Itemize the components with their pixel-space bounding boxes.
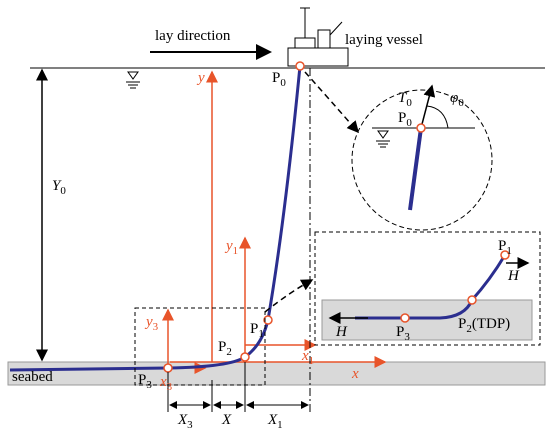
detail-p0-label-sub: 0 (406, 117, 412, 129)
detail-p1-label-sub: 1 (506, 245, 512, 257)
dim-x: X (221, 412, 232, 428)
vessel (288, 8, 348, 66)
y3-label-base: y (144, 314, 153, 330)
p2-label: P2 (218, 339, 232, 358)
p0-label-sub: 0 (280, 77, 286, 89)
lay-direction: lay direction (155, 28, 231, 44)
p1-label-base: P (250, 321, 258, 337)
depth-label: Y0 (52, 178, 66, 197)
p2-label-sub: 2 (226, 346, 232, 358)
p2-label-base: P (218, 339, 226, 355)
angle-arc (427, 106, 448, 128)
detail-point (417, 124, 425, 132)
dim-x1: X1 (267, 412, 283, 431)
diagram: lay directionlaying vesselseabedyxY0P0T0… (0, 0, 550, 431)
y1-label-base: y (224, 238, 233, 254)
x3-label-sub: 3 (167, 381, 173, 393)
detail-circle (352, 90, 492, 230)
laying-vessel: laying vessel (345, 32, 423, 48)
detail-p2-label-suffix: (TDP) (472, 316, 510, 332)
angle-label: φ0 (450, 90, 464, 109)
detail-p1-label-base: P (498, 238, 506, 254)
seabed-label: seabed (12, 369, 53, 385)
angle-label-sub: 0 (458, 97, 464, 109)
detail-pipe (410, 128, 421, 210)
zoom-arrow-top (305, 72, 358, 132)
dim-x1-sub: 1 (277, 419, 283, 431)
h-left-label: H (335, 324, 348, 340)
p0-label-base: P (272, 70, 280, 86)
p1-label-sub: 1 (258, 328, 264, 340)
detail-p0-label: P0 (398, 110, 412, 129)
dim-x3: X3 (177, 412, 193, 431)
y1-label: y1 (224, 238, 238, 257)
y-label: y (196, 70, 205, 86)
p3-label-sub: 3 (146, 379, 152, 391)
y3-label-sub: 3 (153, 321, 159, 333)
depth-label-sub: 0 (60, 185, 66, 197)
p1-label: P1 (250, 321, 264, 340)
detail-p3-label-base: P (396, 324, 404, 340)
detail-p2-label-base: P (458, 316, 466, 332)
p3-label-base: P (138, 372, 146, 388)
h-right-label: H (507, 268, 520, 284)
dim-x3-sub: 3 (187, 419, 193, 431)
p0-label: P0 (272, 70, 286, 89)
detail-p3-label-sub: 3 (404, 331, 410, 343)
y1-label-sub: 1 (233, 245, 239, 257)
y3-label: y3 (144, 314, 159, 333)
x-label: x (351, 366, 359, 382)
water-symbol (126, 72, 140, 88)
x1-label-sub: 1 (309, 355, 315, 367)
detail-water-symbol (376, 131, 390, 147)
angle-label-base: φ (450, 90, 458, 106)
tension-label: T0 (398, 90, 412, 109)
tension-label-sub: 0 (406, 97, 412, 109)
detail-p0-label-base: P (398, 110, 406, 126)
seabed-band (8, 362, 545, 385)
